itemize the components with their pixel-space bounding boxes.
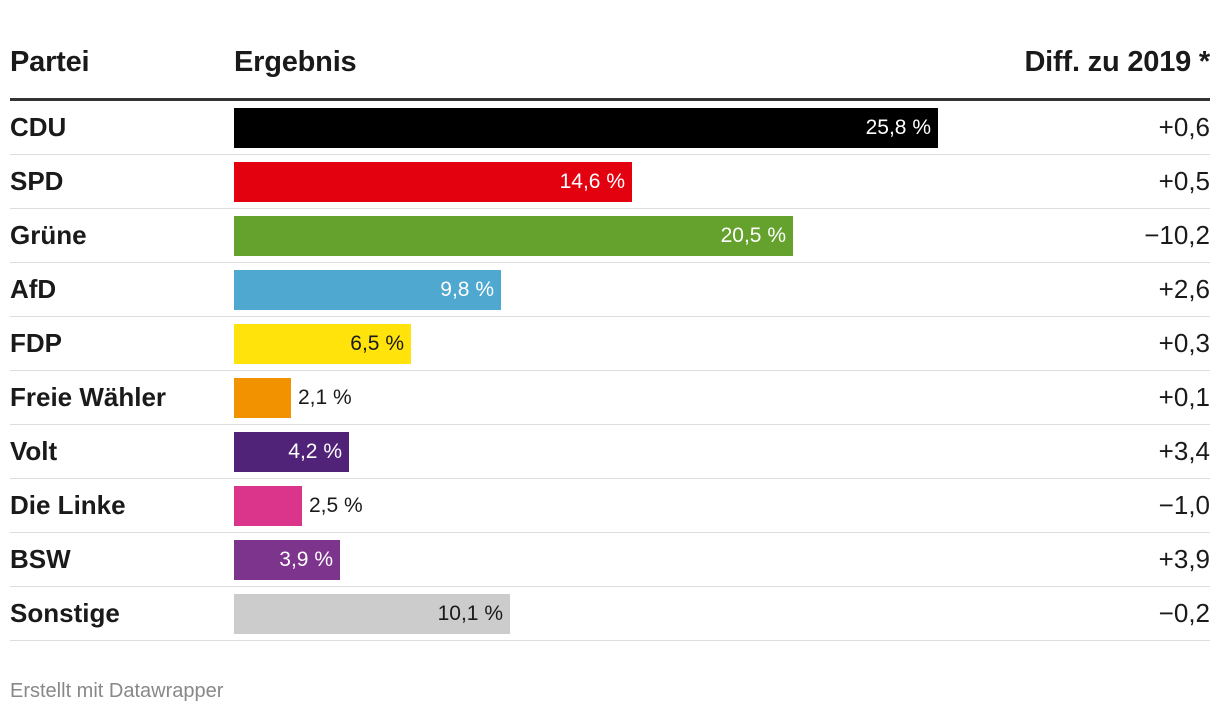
result-bar	[234, 432, 349, 472]
datawrapper-credit: Erstellt mit Datawrapper	[10, 680, 224, 702]
diff-value: +3,4	[1158, 436, 1210, 466]
bar-area: 4,2 %	[234, 432, 994, 472]
party-name: FDP	[10, 328, 62, 358]
result-label: 4,2 %	[288, 440, 342, 463]
diff-value: −10,2	[1144, 220, 1210, 250]
party-name: AfD	[10, 274, 57, 304]
result-bar	[234, 108, 938, 148]
party-name: Volt	[10, 436, 58, 466]
diff-value: −1,0	[1158, 490, 1210, 520]
party-name: Grüne	[10, 220, 87, 250]
bar-area: 2,1 %	[234, 378, 994, 418]
table-row: SPD 14,6 % +0,5	[10, 155, 1210, 209]
result-label: 14,6 %	[559, 170, 625, 193]
bar-area: 25,8 %	[234, 108, 994, 148]
result-label: 2,1 %	[298, 386, 352, 409]
table-row: BSW 3,9 % +3,9	[10, 533, 1210, 587]
result-bar	[234, 216, 793, 256]
diff-value: +3,9	[1158, 544, 1210, 574]
bar-area: 6,5 %	[234, 324, 994, 364]
table-row: Freie Wähler 2,1 % +0,1	[10, 371, 1210, 425]
result-bar	[234, 378, 291, 418]
result-label: 10,1 %	[437, 602, 503, 625]
header-party: Partei	[10, 46, 90, 78]
table-row: AfD 9,8 % +2,6	[10, 263, 1210, 317]
result-bar	[234, 486, 302, 526]
table-row: CDU 25,8 % +0,6	[10, 101, 1210, 155]
bar-area: 14,6 %	[234, 162, 994, 202]
result-label: 25,8 %	[865, 116, 931, 139]
results-table: Partei Ergebnis Diff. zu 2019 * CDU 25,8 …	[10, 0, 1210, 641]
diff-value: +0,6	[1158, 112, 1210, 142]
table-row: Volt 4,2 % +3,4	[10, 425, 1210, 479]
result-bar	[234, 270, 501, 310]
table-row: Die Linke 2,5 % −1,0	[10, 479, 1210, 533]
party-name: Sonstige	[10, 598, 120, 628]
party-name: Freie Wähler	[10, 382, 167, 412]
table-body: CDU 25,8 % +0,6 SPD 14,6 % +0,5 Grüne 20,5 % −10…	[10, 101, 1210, 641]
party-name: SPD	[10, 166, 64, 196]
bar-area: 10,1 %	[234, 594, 994, 634]
diff-value: +0,1	[1158, 382, 1210, 412]
party-name: CDU	[10, 112, 67, 142]
result-label: 2,5 %	[309, 494, 363, 517]
diff-value: +0,5	[1158, 166, 1210, 196]
table-row: Sonstige 10,1 % −0,2	[10, 587, 1210, 641]
result-bar	[234, 324, 411, 364]
result-bar	[234, 162, 632, 202]
diff-value: +2,6	[1158, 274, 1210, 304]
result-bar	[234, 594, 510, 634]
bar-area: 20,5 %	[234, 216, 994, 256]
bar-area: 3,9 %	[234, 540, 994, 580]
header-diff: Diff. zu 2019 *	[1024, 46, 1210, 78]
result-label: 20,5 %	[720, 224, 786, 247]
diff-value: −0,2	[1158, 598, 1210, 628]
result-bar	[234, 540, 340, 580]
table-row: FDP 6,5 % +0,3	[10, 317, 1210, 371]
table-row: Grüne 20,5 % −10,2	[10, 209, 1210, 263]
result-label: 9,8 %	[440, 278, 494, 301]
bar-area: 2,5 %	[234, 486, 994, 526]
table-header: Partei Ergebnis Diff. zu 2019 *	[10, 0, 1210, 101]
party-name: Die Linke	[10, 490, 126, 520]
result-label: 6,5 %	[350, 332, 404, 355]
party-name: BSW	[10, 544, 71, 574]
bar-area: 9,8 %	[234, 270, 994, 310]
diff-value: +0,3	[1158, 328, 1210, 358]
header-result: Ergebnis	[234, 46, 357, 78]
result-label: 3,9 %	[279, 548, 333, 571]
